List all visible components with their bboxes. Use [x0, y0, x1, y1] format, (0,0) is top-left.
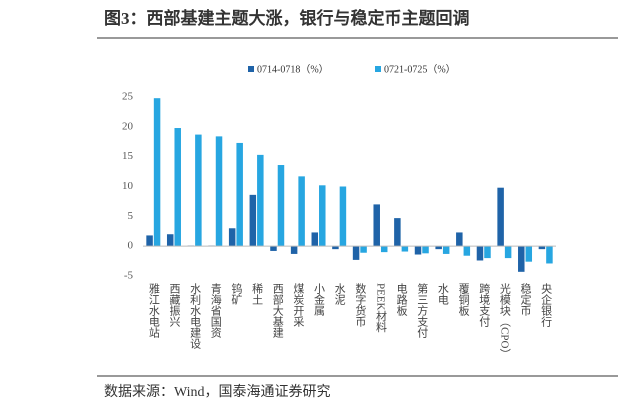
bar	[497, 187, 504, 247]
bar	[422, 246, 429, 254]
y-tick-label: 10	[122, 180, 134, 192]
x-tick-label: 小金属	[313, 283, 326, 317]
x-tick-label: PEEK材料	[374, 283, 387, 333]
legend-label: 0721-0725（%）	[384, 63, 456, 75]
bar	[538, 246, 546, 250]
x-tick-label: 钨矿	[230, 283, 243, 306]
x-tick-label: 稳定币	[519, 282, 532, 317]
bar	[546, 246, 553, 264]
y-tick-label: 5	[128, 210, 134, 222]
legend-swatch	[375, 66, 381, 72]
bar	[215, 136, 223, 247]
x-tick-label: 第三方支付	[416, 282, 429, 339]
x-tick-label: 煤炭开采	[292, 283, 305, 328]
bar	[146, 235, 153, 247]
bar	[290, 246, 298, 254]
bar	[525, 246, 533, 262]
bar	[463, 246, 471, 256]
bar	[166, 234, 174, 247]
bar	[257, 154, 264, 247]
x-tick-label: 数字货币	[354, 283, 367, 328]
bar	[249, 194, 257, 247]
bar	[401, 246, 409, 252]
x-tick-label: 央企银行	[540, 283, 553, 328]
x-tick-label: 水利水电建设	[189, 283, 202, 350]
legend-label: 0714-0718（%）	[257, 63, 329, 75]
bar	[435, 246, 442, 250]
y-tick-label: 0	[128, 240, 134, 252]
y-tick-label: 20	[122, 120, 134, 132]
x-tick-label: 水电	[436, 283, 449, 305]
legend-swatch	[248, 66, 254, 72]
source-note: 数据来源：Wind，国泰海通证券研究	[104, 384, 331, 400]
bar	[236, 142, 243, 247]
bar	[270, 246, 277, 251]
bar	[153, 98, 161, 247]
chart-title: 图3：西部基建主题大涨，银行与稳定币主题回调	[104, 8, 470, 28]
bar	[456, 232, 463, 247]
bar	[352, 246, 360, 260]
bar	[504, 246, 512, 259]
x-tick-label: 雅江水电站	[147, 282, 160, 339]
bar	[174, 128, 181, 247]
y-tick-label: 25	[122, 91, 134, 103]
bar	[442, 246, 450, 254]
bar	[277, 165, 285, 247]
x-tick-label: 跨境支付	[478, 283, 491, 328]
bar	[228, 228, 236, 247]
y-tick-label: 15	[122, 150, 134, 162]
bar	[332, 246, 339, 250]
bar	[518, 246, 525, 272]
bar	[339, 186, 347, 247]
x-tick-label: 水泥	[333, 283, 346, 306]
bar	[476, 246, 484, 261]
bar	[380, 246, 388, 253]
x-tick-label: 覆铜板	[457, 283, 470, 317]
bar	[373, 204, 380, 247]
x-tick-label: 稀土	[251, 283, 264, 305]
bar	[414, 246, 422, 255]
x-tick-label: 西部大基建	[271, 283, 284, 339]
bar	[298, 176, 305, 247]
x-tick-label: 光模块（CPO）	[498, 282, 511, 360]
x-tick-label: 电路板	[395, 283, 408, 317]
x-tick-label: 青海省国资	[209, 283, 222, 339]
bar	[311, 232, 319, 247]
bar	[394, 218, 401, 247]
bar	[319, 185, 326, 247]
x-tick-label: 西藏振兴	[168, 283, 181, 327]
bar	[360, 246, 367, 253]
y-tick-label: -5	[124, 270, 134, 282]
bar	[484, 246, 491, 259]
bar	[195, 134, 202, 247]
